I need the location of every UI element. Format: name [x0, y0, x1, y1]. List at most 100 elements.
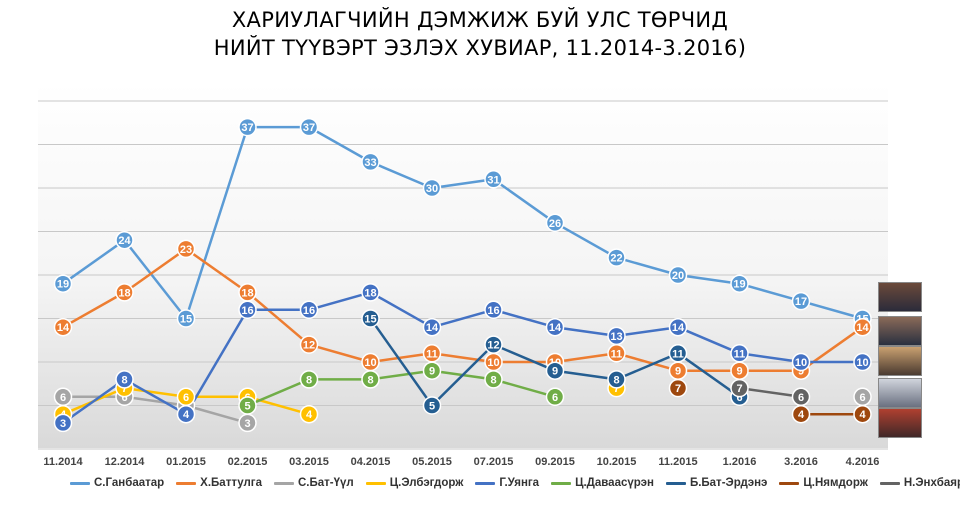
data-point: 22	[607, 248, 626, 267]
legend-item: Н.Энхбаяр	[879, 477, 960, 489]
legend-label: Ц.Нямдорж	[803, 477, 868, 489]
data-label: 8	[613, 374, 619, 386]
data-point: 9	[730, 361, 749, 380]
data-point: 14	[853, 317, 872, 337]
data-label: 11	[611, 348, 623, 360]
series-line	[739, 386, 802, 399]
data-point-marker	[668, 265, 688, 285]
data-label: 7	[675, 383, 681, 395]
data-label: 6	[60, 392, 66, 404]
legend-label: Б.Бат-Эрдэнэ	[689, 477, 768, 489]
data-point-marker	[422, 317, 442, 337]
data-point: 18	[115, 283, 134, 302]
data-label: 24	[118, 235, 131, 247]
data-label: 10	[364, 357, 376, 369]
data-label: 19	[57, 279, 69, 291]
data-label: 8	[306, 374, 312, 386]
data-label: 14	[549, 322, 562, 334]
data-point: 20	[668, 265, 688, 285]
data-point: 26	[545, 213, 565, 233]
data-label: 9	[736, 366, 742, 378]
data-point-marker	[176, 404, 196, 424]
series-line	[62, 247, 864, 372]
legend-label: С.Ганбаатар	[94, 477, 165, 489]
data-point-marker	[299, 370, 319, 389]
data-label: 4	[798, 409, 805, 421]
data-point-marker	[607, 326, 626, 346]
data-label: 16	[241, 305, 253, 317]
data-label: 14	[856, 322, 869, 334]
data-point-marker	[853, 404, 872, 424]
data-point-marker	[730, 378, 749, 398]
data-point-marker	[53, 413, 73, 433]
data-point: 14	[53, 317, 73, 337]
chart-title-line-2: НИЙТ ТҮҮВЭРТ ЭЗЛЭХ ХУВИАР, 11.2014-3.201…	[213, 36, 747, 60]
data-point-marker	[53, 274, 73, 293]
x-tick-label: 05.2015	[412, 456, 452, 468]
data-label: 7	[121, 383, 127, 395]
data-point: 13	[607, 326, 626, 346]
data-point-marker	[545, 317, 565, 337]
data-label: 26	[549, 218, 561, 230]
data-label: 4	[183, 409, 190, 421]
data-point: 30	[422, 178, 442, 198]
legend-item: Б.Бат-Эрдэнэ	[665, 477, 768, 489]
data-point-marker	[299, 335, 319, 354]
series-line	[62, 291, 863, 424]
data-label: 12	[303, 340, 315, 352]
data-point: 37	[238, 117, 257, 137]
data-label: 16	[487, 305, 499, 317]
data-label: 5	[244, 401, 250, 413]
data-point: 11	[668, 344, 688, 363]
data-point: 11	[607, 344, 626, 363]
data-point-marker	[607, 248, 626, 267]
data-label: 6	[798, 392, 804, 404]
data-point: 10	[361, 352, 380, 372]
data-label: 19	[733, 279, 745, 291]
legend-item: Ц.Нямдорж	[779, 477, 868, 489]
data-point: 24	[115, 230, 134, 250]
data-label: 9	[552, 366, 558, 378]
legend-swatch	[70, 481, 90, 485]
data-label: 8	[490, 374, 496, 386]
data-point: 18	[361, 283, 380, 302]
data-label: 15	[364, 314, 376, 326]
data-point: 10	[484, 352, 503, 372]
data-point: 6	[53, 387, 73, 407]
data-label: 16	[303, 305, 315, 317]
data-point-marker	[607, 370, 626, 389]
data-point: 6	[791, 387, 811, 407]
legend-swatch	[551, 481, 572, 485]
data-label: 11	[734, 348, 746, 360]
data-label: 6	[183, 392, 189, 404]
data-label: 6	[552, 392, 558, 404]
data-point: 5	[422, 396, 442, 415]
data-label: 18	[241, 287, 253, 299]
data-point: 15	[176, 309, 196, 328]
data-label: 9	[798, 366, 804, 378]
data-point-marker	[361, 283, 380, 302]
data-point: 11	[422, 344, 442, 363]
x-tick-label: 10.2015	[597, 456, 637, 468]
data-label: 11	[426, 348, 438, 360]
data-point-marker	[53, 317, 73, 337]
x-tick-label: 09.2015	[535, 456, 575, 468]
data-point: 10	[853, 352, 872, 372]
portrait-photo	[878, 408, 922, 438]
x-tick-label: 02.2015	[228, 456, 268, 468]
data-label: 7	[613, 383, 619, 395]
data-point: 4	[853, 404, 872, 424]
data-point: 12	[484, 335, 503, 354]
data-point-marker	[484, 170, 503, 189]
data-label: 8	[367, 374, 373, 386]
legend-swatch	[779, 481, 800, 485]
data-label: 5	[429, 401, 435, 413]
data-label: 9	[429, 366, 435, 378]
data-point: 14	[422, 317, 442, 337]
legend-item: С.Ганбаатар	[70, 477, 164, 489]
x-tick-label: 3.2016	[784, 456, 818, 468]
data-point-marker	[115, 283, 134, 302]
data-point-marker	[484, 370, 503, 389]
legend-item: Ц.Элбэгдорж	[365, 477, 463, 489]
data-point-marker	[853, 317, 872, 337]
